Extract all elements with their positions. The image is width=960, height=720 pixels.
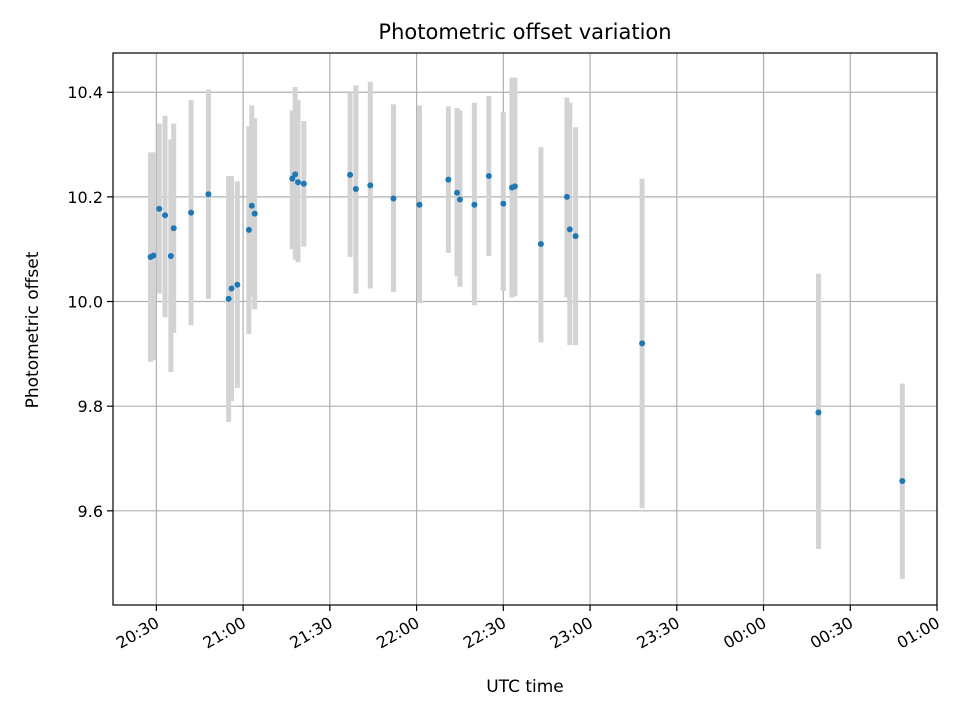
data-point: [500, 200, 507, 207]
data-point: [188, 209, 195, 216]
data-point: [248, 202, 255, 209]
data-point: [205, 191, 212, 198]
data-point: [300, 180, 307, 187]
plot-area-frame: [112, 52, 938, 606]
data-point: [511, 183, 518, 190]
data-point: [245, 226, 252, 233]
data-point: [150, 252, 157, 259]
data-point: [390, 195, 397, 202]
y-axis-ticks: 9.6 9.8 10.0 10.2 10.4: [67, 83, 113, 521]
data-point: [167, 253, 174, 260]
data-point: [456, 196, 463, 203]
data-point: [485, 172, 492, 179]
data-point: [416, 201, 423, 208]
data-point: [566, 226, 573, 233]
data-point: [563, 193, 570, 200]
data-points: [147, 171, 906, 484]
y-tick-label: 10.4: [67, 83, 103, 102]
data-point: [445, 176, 452, 183]
data-point: [639, 340, 646, 347]
y-tick-label: 9.8: [78, 397, 103, 416]
data-point: [251, 210, 258, 217]
y-tick-label: 9.6: [78, 502, 103, 521]
data-point: [537, 240, 544, 247]
data-point: [234, 281, 241, 288]
data-point: [289, 175, 296, 182]
y-tick-label: 10.0: [67, 293, 103, 312]
data-point: [225, 295, 232, 302]
data-point: [367, 182, 374, 189]
data-point: [156, 205, 163, 212]
y-tick-label: 10.2: [67, 188, 103, 207]
data-point: [170, 225, 177, 232]
y-axis-label: Photometric offset: [23, 251, 43, 408]
chart-title: Photometric offset variation: [378, 20, 671, 44]
data-point: [352, 186, 359, 193]
data-point: [454, 189, 461, 196]
data-point: [899, 477, 906, 484]
data-point: [471, 201, 478, 208]
data-point: [295, 179, 302, 186]
x-axis-label: UTC time: [486, 677, 564, 697]
data-point: [815, 409, 822, 416]
data-point: [292, 171, 299, 178]
data-point: [162, 212, 169, 219]
data-point: [228, 285, 235, 292]
data-point: [347, 171, 354, 178]
data-point: [572, 233, 579, 240]
